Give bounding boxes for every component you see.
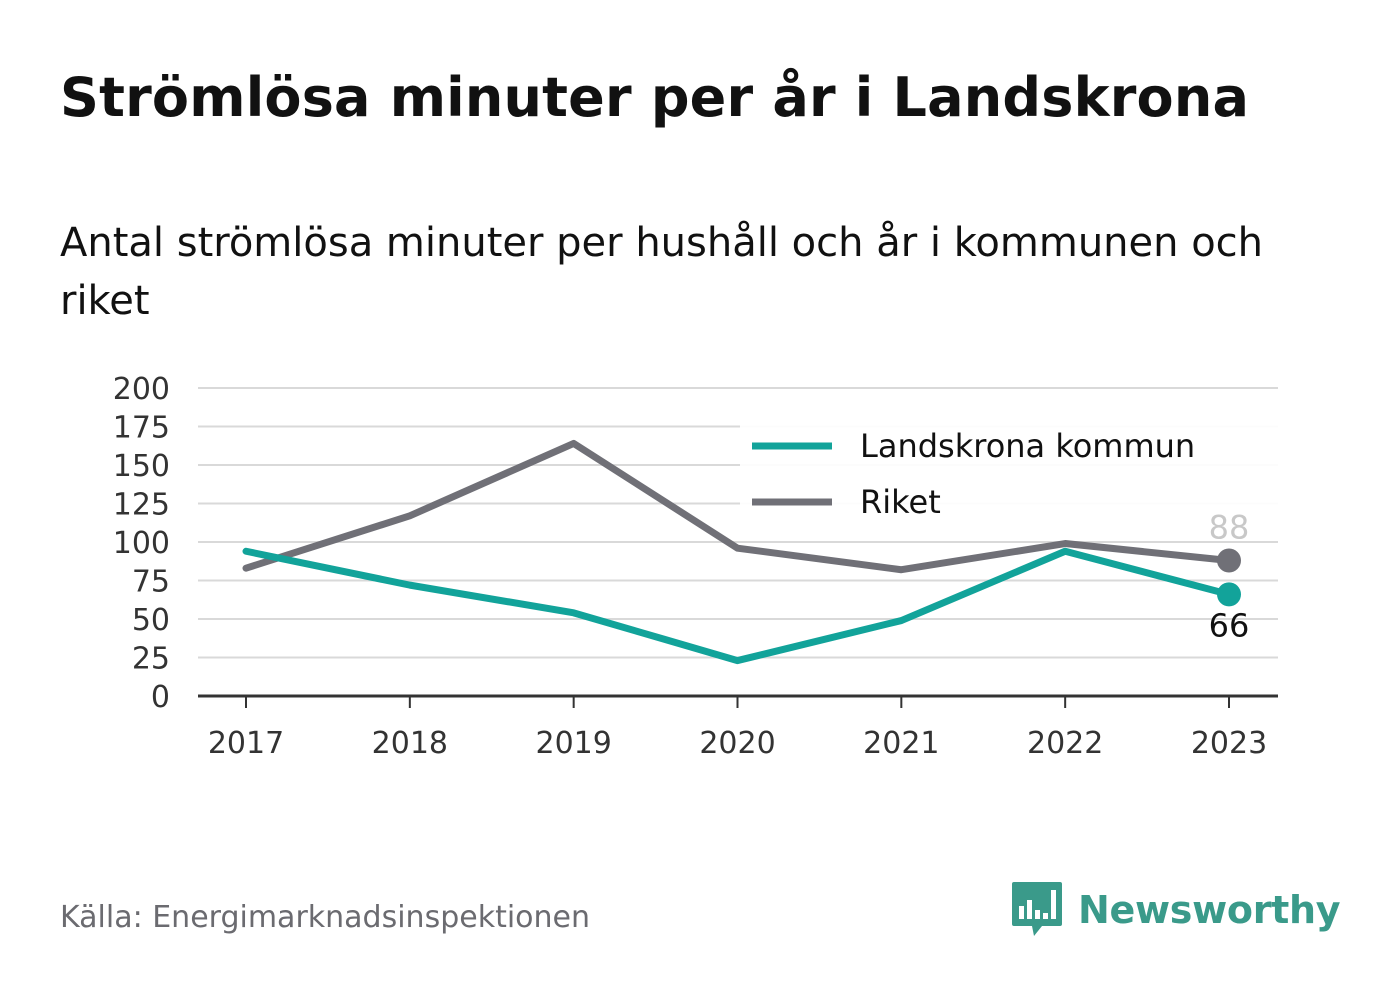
newsworthy-logo-icon	[1012, 882, 1062, 936]
x-tick-label: 2021	[863, 726, 939, 761]
y-tick-label: 50	[132, 603, 170, 638]
x-tick-label: 2017	[208, 726, 284, 761]
legend-label: Riket	[860, 483, 941, 521]
chart-subtitle: Antal strömlösa minuter per hushåll och …	[60, 220, 1264, 324]
y-tick-label: 0	[151, 680, 170, 715]
end-point	[1217, 582, 1241, 607]
y-tick-label: 100	[113, 526, 170, 561]
y-tick-label: 200	[113, 372, 170, 407]
end-value-label: 88	[1209, 508, 1250, 546]
x-tick-label: 2022	[1027, 726, 1103, 761]
legend: Landskrona kommun Riket	[740, 416, 1280, 534]
x-tick-label: 2018	[372, 726, 448, 761]
chart-title: Strömlösa minuter per år i Landskrona	[60, 66, 1250, 129]
end-value-label: 66	[1209, 606, 1250, 644]
brand-logo: Newsworthy	[1010, 880, 1341, 940]
series-lines	[242, 439, 1241, 665]
series-line	[242, 439, 1233, 574]
x-tick-label: 2023	[1191, 726, 1267, 761]
series-line	[242, 547, 1233, 665]
legend-background	[740, 416, 1280, 534]
brand-name: Newsworthy	[1078, 888, 1341, 932]
y-tick-label: 175	[113, 411, 170, 446]
x-axis-ticks: 2017 2018 2019 2020 2021 2022 2023	[198, 694, 1278, 761]
end-point	[1217, 548, 1241, 573]
y-tick-label: 150	[113, 449, 170, 484]
source-note: Källa: Energimarknadsinspektionen	[60, 900, 591, 935]
y-tick-label: 75	[132, 565, 170, 600]
y-tick-label: 25	[132, 642, 170, 677]
end-labels: 66 88	[1209, 508, 1250, 644]
x-tick-label: 2020	[699, 726, 775, 761]
y-tick-label: 125	[113, 488, 170, 523]
x-tick-label: 2019	[535, 726, 611, 761]
legend-label: Landskrona kommun	[860, 427, 1195, 465]
